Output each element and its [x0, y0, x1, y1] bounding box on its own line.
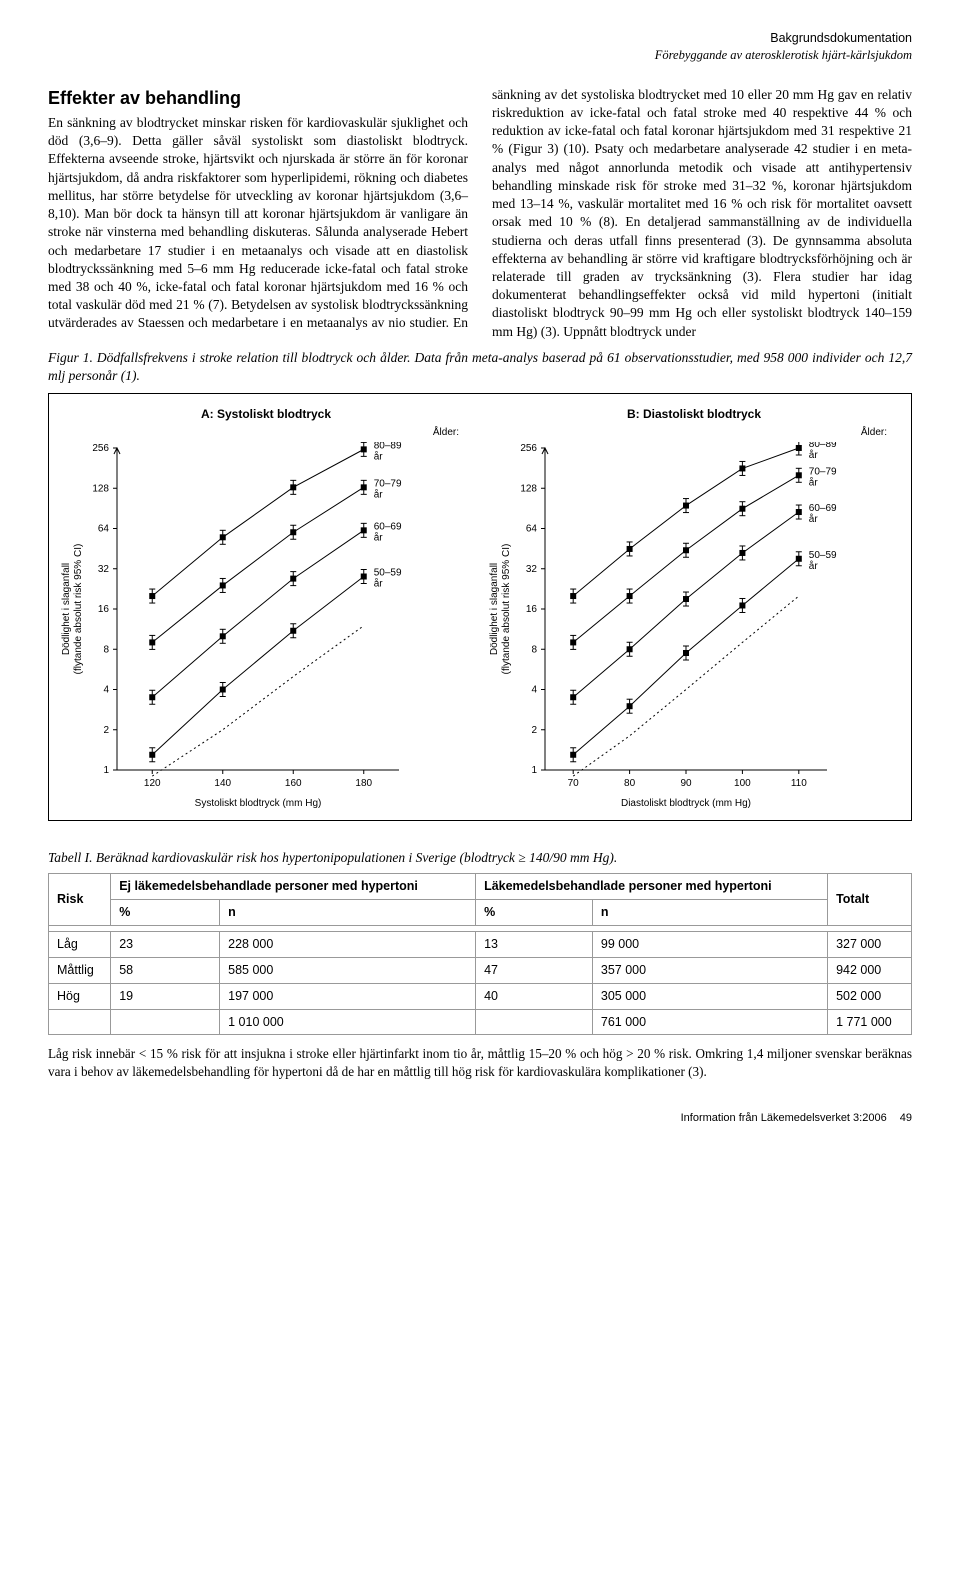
svg-text:100: 100 [734, 778, 751, 789]
svg-text:(flytande absolut risk 95% CI): (flytande absolut risk 95% CI) [501, 544, 512, 675]
figure-1-panel: A: Systoliskt blodtryck Ålder: 1 2 4 8 16 32 6… [48, 393, 912, 821]
table-row-totals: 1 010 000 761 000 1 771 000 [49, 1009, 912, 1035]
chart-b-plot: 1 2 4 8 16 32 64 128 256 70 80 90 100 110 Diastoliskt … [483, 442, 905, 812]
svg-text:1: 1 [531, 765, 537, 776]
table-row: Hög 19 197 000 40 305 000 502 000 [49, 983, 912, 1009]
svg-text:4: 4 [531, 684, 537, 695]
svg-text:2: 2 [103, 725, 109, 736]
chart-a: A: Systoliskt blodtryck Ålder: 1 2 4 8 16 32 6… [55, 406, 477, 812]
chart-a-title: A: Systoliskt blodtryck [55, 406, 477, 422]
th-col2: Läkemedelsbehandlade personer med hypert… [476, 874, 828, 900]
svg-text:70–79: 70–79 [374, 478, 402, 489]
th-col3: Totalt [828, 874, 912, 926]
table-note: Låg risk innebär < 15 % risk för att ins… [48, 1045, 912, 1081]
svg-text:80–89: 80–89 [374, 442, 402, 451]
header-subtitle: Förebyggande av aterosklerotisk hjärt-kä… [48, 47, 912, 64]
svg-text:70: 70 [568, 778, 580, 789]
chart-b-title: B: Diastoliskt blodtryck [483, 406, 905, 422]
table-row: Låg 23 228 000 13 99 000 327 000 [49, 931, 912, 957]
th-col1: Ej läkemedelsbehandlade personer med hyp… [111, 874, 476, 900]
table-row: Måttlig 58 585 000 47 357 000 942 000 [49, 957, 912, 983]
svg-text:Systoliskt blodtryck (mm Hg): Systoliskt blodtryck (mm Hg) [195, 798, 322, 809]
svg-text:80: 80 [624, 778, 636, 789]
svg-text:90: 90 [680, 778, 692, 789]
svg-text:128: 128 [520, 483, 537, 494]
svg-text:Dödlighet i slaganfall: Dödlighet i slaganfall [61, 563, 72, 655]
svg-text:60–69: 60–69 [374, 521, 402, 532]
svg-text:50–59: 50–59 [374, 567, 402, 578]
svg-text:32: 32 [526, 564, 538, 575]
body-block: Effekter av behandling En sänkning av bl… [48, 86, 912, 341]
th-pct2: % [476, 900, 593, 926]
th-n2: n [592, 900, 827, 926]
svg-text:128: 128 [92, 483, 109, 494]
chart-b-age-header: Ålder: [861, 426, 887, 440]
svg-text:16: 16 [98, 604, 110, 615]
svg-text:60–69: 60–69 [809, 503, 837, 514]
svg-text:2: 2 [531, 725, 537, 736]
chart-a-plot: 1 2 4 8 16 32 64 128 256 120 140 160 180 Systoliskt b… [55, 442, 477, 812]
svg-text:Dödlighet i slaganfall: Dödlighet i slaganfall [489, 563, 500, 655]
svg-text:4: 4 [103, 684, 109, 695]
chart-a-age-header: Ålder: [433, 426, 459, 440]
svg-text:80–89: 80–89 [809, 442, 837, 450]
svg-text:år: år [374, 577, 384, 589]
svg-text:256: 256 [520, 443, 537, 454]
svg-text:70–79: 70–79 [809, 466, 837, 477]
svg-text:32: 32 [98, 564, 110, 575]
svg-text:8: 8 [103, 644, 109, 655]
page-footer: Information från Läkemedelsverket 3:2006… [48, 1111, 912, 1126]
figure-caption: Figur 1. Dödfallsfrekvens i stroke relat… [48, 349, 912, 385]
table-caption: Tabell I. Beräknad kardiovaskulär risk h… [48, 849, 912, 867]
th-pct1: % [111, 900, 220, 926]
page-number: 49 [900, 1112, 912, 1124]
svg-text:år: år [809, 449, 819, 461]
body-columns: Effekter av behandling En sänkning av bl… [48, 86, 912, 341]
svg-text:år: år [809, 560, 819, 572]
th-risk: Risk [49, 874, 111, 926]
svg-text:(flytande absolut risk 95% CI): (flytande absolut risk 95% CI) [73, 544, 84, 675]
svg-text:år: år [809, 513, 819, 525]
svg-text:Diastoliskt blodtryck (mm Hg): Diastoliskt blodtryck (mm Hg) [621, 798, 751, 809]
svg-text:år: år [374, 450, 384, 462]
svg-text:år: år [374, 531, 384, 543]
svg-text:64: 64 [526, 523, 538, 534]
svg-text:140: 140 [214, 778, 231, 789]
svg-text:160: 160 [285, 778, 302, 789]
section-title: Effekter av behandling [48, 86, 468, 110]
svg-text:256: 256 [92, 443, 109, 454]
svg-text:110: 110 [791, 778, 807, 789]
th-n1: n [220, 900, 476, 926]
svg-text:år: år [809, 476, 819, 488]
footer-text: Information från Läkemedelsverket 3:2006 [681, 1112, 887, 1124]
svg-text:50–59: 50–59 [809, 550, 837, 561]
page: Bakgrundsdokumentation Förebyggande av a… [0, 0, 960, 1146]
page-header: Bakgrundsdokumentation Förebyggande av a… [48, 30, 912, 64]
svg-text:64: 64 [98, 523, 110, 534]
chart-b: B: Diastoliskt blodtryck Ålder: 1 2 4 8 16 32… [483, 406, 905, 812]
svg-text:1: 1 [103, 765, 109, 776]
body-text: En sänkning av blodtrycket minskar riske… [48, 87, 912, 339]
svg-text:120: 120 [144, 778, 161, 789]
svg-text:8: 8 [531, 644, 537, 655]
svg-text:16: 16 [526, 604, 538, 615]
risk-table: Risk Ej läkemedelsbehandlade personer me… [48, 873, 912, 1035]
svg-text:180: 180 [355, 778, 372, 789]
svg-text:år: år [374, 488, 384, 500]
header-doc-type: Bakgrundsdokumentation [48, 30, 912, 47]
